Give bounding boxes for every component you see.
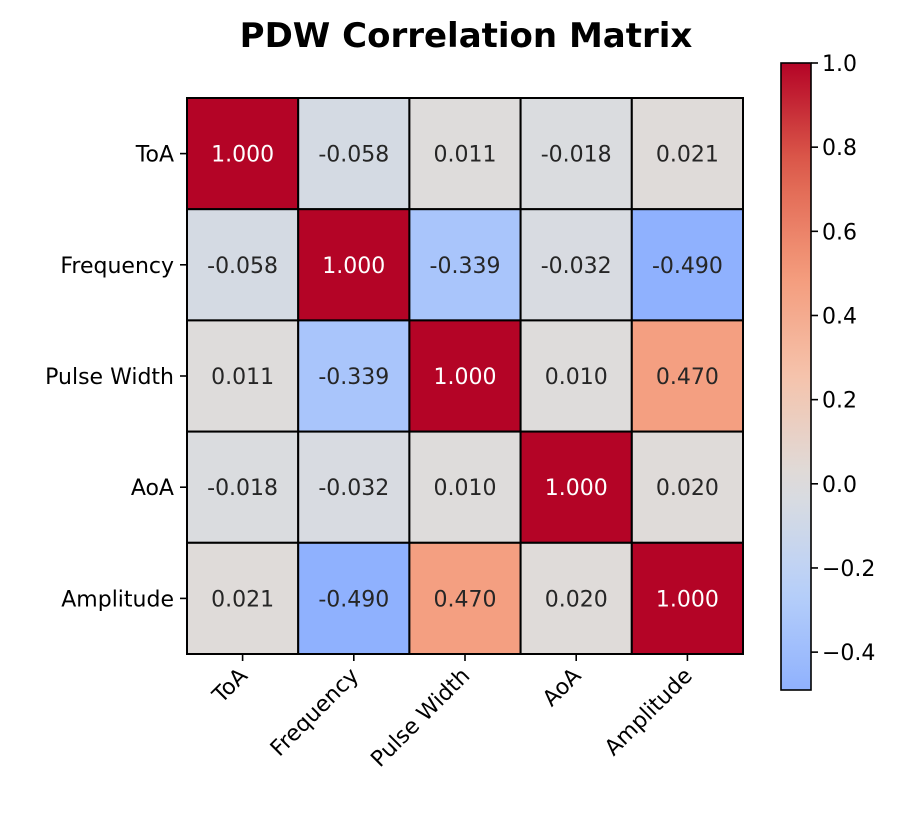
x-tick-label: ToA: [207, 664, 252, 709]
cell-value-label: 0.011: [434, 143, 497, 168]
colorbar: −0.4 −0.2 0.0 0.2 0.4 0.6 0.8 1.0: [780, 52, 875, 691]
cell-value-label: 0.020: [656, 476, 719, 501]
x-tick-label: Frequency: [266, 664, 364, 762]
cell-value-label: 1.000: [211, 143, 274, 168]
cell-value-label: 0.021: [656, 143, 719, 168]
colorbar-tick-label: 0.2: [822, 389, 857, 414]
cell-value-label: -0.339: [430, 254, 501, 279]
heatmap-cell: [297, 319, 411, 433]
y-tick-label: Amplitude: [61, 587, 174, 612]
colorbar-gradient-bar: [780, 62, 812, 691]
heatmap-cell: [408, 97, 522, 211]
cell-value-label: 0.021: [211, 587, 274, 612]
heatmap-cell: [297, 97, 411, 211]
cell-value-label: -0.490: [652, 254, 723, 279]
cell-value-label: -0.032: [541, 254, 612, 279]
cell-value-label: -0.490: [318, 587, 389, 612]
cell-value-label: -0.339: [318, 365, 389, 390]
heatmap-cell: [408, 541, 522, 655]
heatmap-cell: [519, 430, 633, 544]
heatmap-cell-labels: 1.000 -0.058 0.011 -0.018 0.021 -0.058 1.000 -0…: [207, 143, 723, 613]
chart-title: PDW Correlation Matrix: [240, 16, 693, 56]
colorbar-tick-label: 0.8: [822, 136, 857, 161]
x-tick-label: Amplitude: [600, 664, 697, 761]
cell-value-label: -0.032: [318, 476, 389, 501]
heatmap-cell: [630, 541, 744, 655]
x-tick-label: Pulse Width: [366, 664, 475, 773]
cell-value-label: 0.020: [545, 587, 608, 612]
cell-value-label: -0.018: [541, 143, 612, 168]
colorbar-tick-label: 1.0: [822, 52, 857, 77]
cell-value-label: 0.010: [434, 476, 497, 501]
cell-value-label: 0.011: [211, 365, 274, 390]
cell-value-label: 1.000: [434, 365, 497, 390]
heatmap-cell: [408, 430, 522, 544]
heatmap-cells: [186, 97, 744, 655]
colorbar-tick-label: 0.4: [822, 304, 857, 329]
heatmap-cell: [630, 430, 744, 544]
heatmap-cell: [630, 208, 744, 322]
cell-value-label: 0.010: [545, 365, 608, 390]
cell-value-label: 0.470: [434, 587, 497, 612]
y-tick-label: Frequency: [60, 254, 174, 279]
colorbar-tick-label: −0.4: [822, 641, 875, 666]
cell-value-label: -0.058: [318, 143, 389, 168]
heatmap-cell: [408, 208, 522, 322]
x-tick-label: AoA: [538, 664, 586, 712]
cell-value-label: 1.000: [322, 254, 385, 279]
y-tick-label: ToA: [135, 143, 174, 168]
colorbar-tick-label: 0.0: [822, 473, 857, 498]
cell-value-label: 0.470: [656, 365, 719, 390]
y-tick-label: AoA: [131, 476, 174, 501]
colorbar-tick-label: −0.2: [822, 557, 875, 582]
heatmap-cell: [186, 541, 300, 655]
x-axis: ToA Frequency Pulse Width AoA Amplitude: [207, 654, 698, 773]
heatmap-cell: [186, 97, 300, 211]
cell-value-label: 1.000: [545, 476, 608, 501]
cell-value-label: 1.000: [656, 587, 719, 612]
y-tick-label: Pulse Width: [45, 365, 174, 390]
y-axis: ToA Frequency Pulse Width AoA Amplitude: [45, 143, 187, 612]
heatmap-cell: [297, 430, 411, 544]
cell-value-label: -0.018: [207, 476, 278, 501]
colorbar-tick-label: 0.6: [822, 220, 857, 245]
heatmap-cell: [519, 319, 633, 433]
cell-value-label: -0.058: [207, 254, 278, 279]
heatmap-cell: [297, 541, 411, 655]
